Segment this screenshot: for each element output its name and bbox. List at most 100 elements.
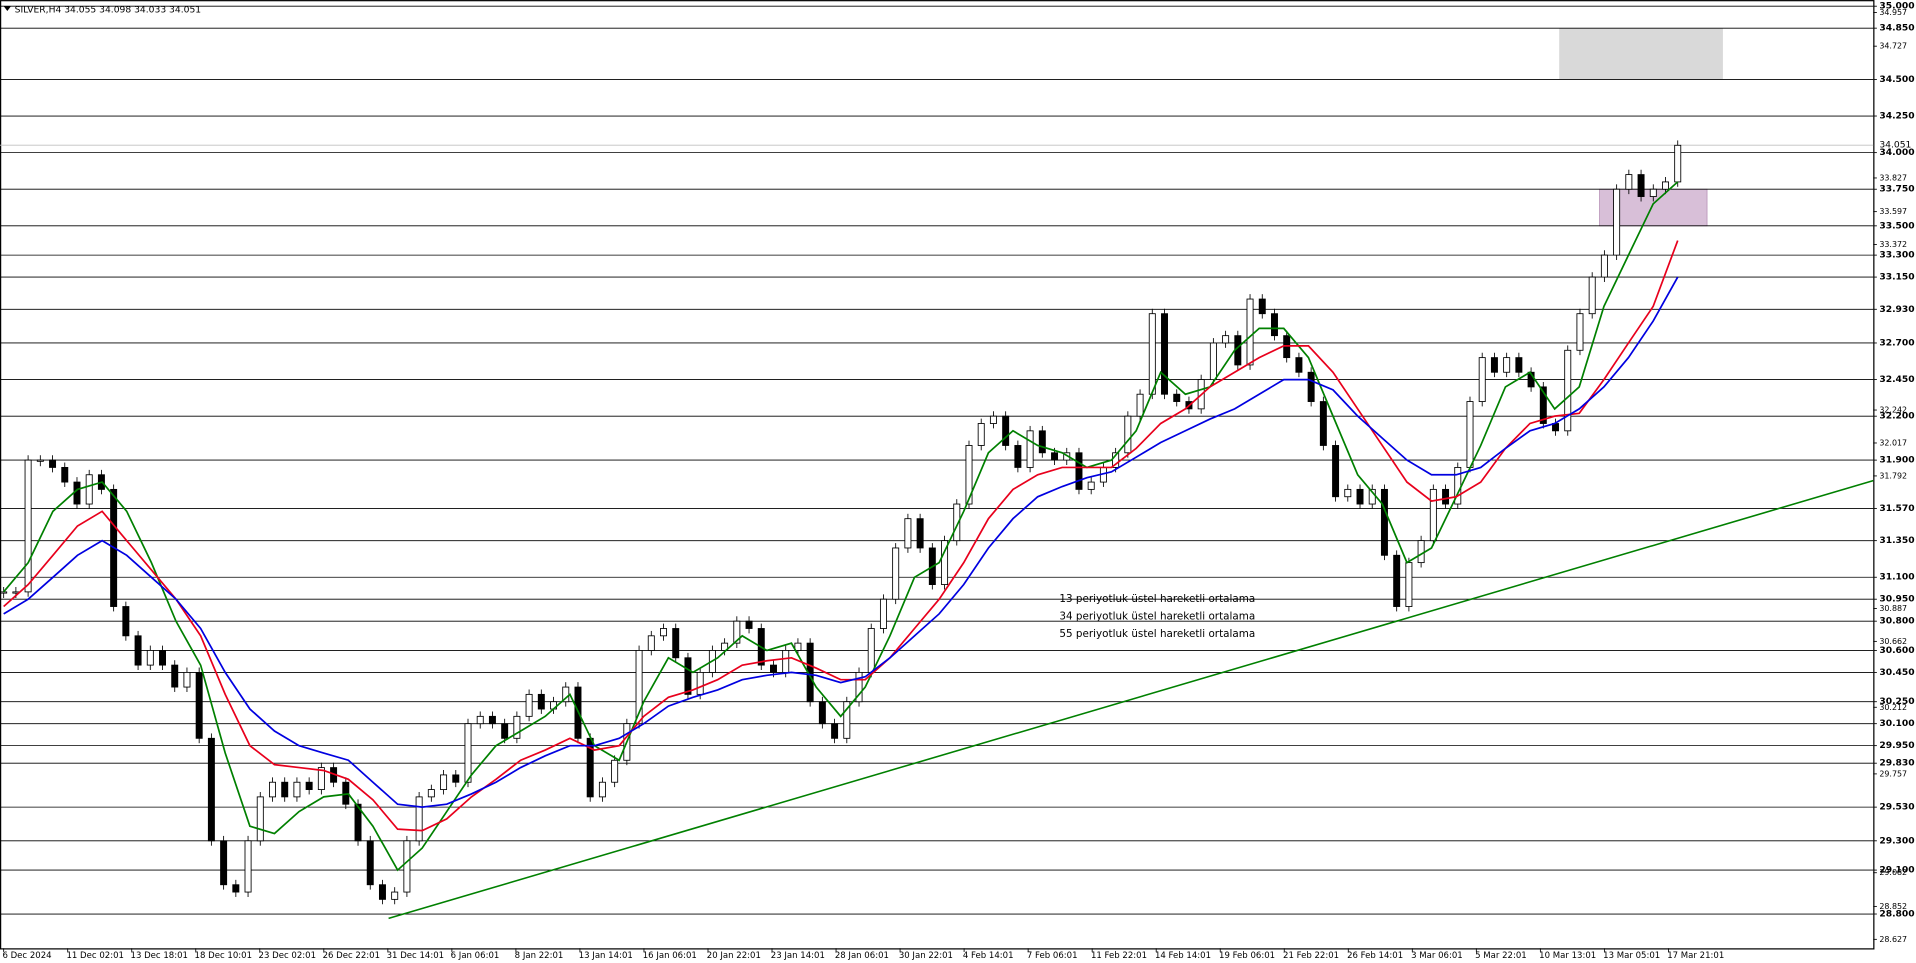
y-tick-label: 32.242 <box>1879 406 1907 415</box>
candle <box>770 664 777 673</box>
level-label: 30.600 <box>1879 645 1914 656</box>
candle <box>415 796 423 842</box>
candle <box>672 628 680 659</box>
y-tick-label: 34.727 <box>1879 42 1907 51</box>
y-tick-label: 32.017 <box>1879 438 1907 447</box>
x-tick-label: 13 Mar 05:01 <box>1603 951 1660 961</box>
level-label: 29.950 <box>1879 740 1914 751</box>
candle <box>1258 298 1266 315</box>
candle <box>1613 188 1621 256</box>
level-label: 34.850 <box>1879 23 1914 34</box>
last-price-label: 34.051 <box>1879 140 1911 151</box>
candle <box>1564 349 1572 432</box>
x-tick-label: 8 Jan 22:01 <box>515 951 564 961</box>
candle <box>403 840 411 893</box>
candle <box>1625 174 1633 190</box>
candle <box>1576 313 1584 351</box>
candle <box>1051 452 1059 461</box>
candle <box>611 759 619 783</box>
x-tick-label: 26 Feb 14:01 <box>1347 951 1403 961</box>
candle <box>440 774 448 790</box>
x-tick-label: 21 Feb 22:01 <box>1283 951 1339 961</box>
x-tick-label: 17 Mar 21:01 <box>1667 951 1724 961</box>
candle <box>818 701 826 725</box>
x-tick-label: 19 Feb 06:01 <box>1219 951 1275 961</box>
chart-title: SILVER,H4 34.055 34.098 34.033 34.051 <box>15 4 201 15</box>
trendline <box>388 479 1874 920</box>
candle <box>1332 445 1340 498</box>
level-label: 30.100 <box>1879 718 1914 729</box>
candle <box>696 671 704 695</box>
candle <box>1417 540 1425 564</box>
candle <box>61 467 69 483</box>
level-label: 28.800 <box>1879 909 1914 920</box>
candle <box>49 459 57 468</box>
x-tick-label: 26 Dec 22:01 <box>323 951 380 961</box>
level-label: 34.500 <box>1879 74 1914 85</box>
y-tick-label: 33.597 <box>1879 207 1907 216</box>
x-tick-label: 13 Dec 18:01 <box>131 951 188 961</box>
candle <box>1478 357 1486 402</box>
y-tick-label: 28.627 <box>1879 935 1907 944</box>
candle <box>171 664 179 688</box>
x-tick-label: 23 Dec 02:01 <box>259 951 316 961</box>
candle <box>1026 430 1034 468</box>
candle <box>220 840 228 886</box>
candle <box>366 840 374 886</box>
x-tick-label: 11 Dec 02:01 <box>66 951 123 961</box>
level-label: 32.200 <box>1879 411 1914 422</box>
candle <box>1319 401 1327 446</box>
menu-arrow <box>3 6 11 12</box>
level-label: 34.250 <box>1879 111 1914 122</box>
candle <box>989 415 997 424</box>
candle <box>916 518 924 549</box>
candle <box>953 503 961 542</box>
candle <box>1124 415 1132 454</box>
zone <box>1559 28 1723 80</box>
candle <box>427 789 435 798</box>
candle <box>85 474 93 505</box>
candle <box>537 693 545 710</box>
candle <box>207 737 215 842</box>
candle <box>293 781 301 798</box>
y-tick-label: 34.957 <box>1879 8 1907 17</box>
candle <box>1136 393 1144 417</box>
level-label: 31.570 <box>1879 503 1914 514</box>
level-label: 30.250 <box>1879 696 1914 707</box>
candle <box>855 671 863 703</box>
x-tick-label: 30 Jan 22:01 <box>899 951 953 961</box>
candle <box>1490 357 1498 373</box>
candle <box>1649 188 1657 197</box>
candle <box>122 606 130 637</box>
candle <box>256 796 264 842</box>
candle <box>1515 357 1523 373</box>
candle <box>1539 386 1547 424</box>
y-tick-label: 29.757 <box>1879 769 1907 778</box>
candle <box>73 481 81 505</box>
candle <box>635 650 643 725</box>
candle <box>782 650 790 673</box>
x-tick-label: 11 Feb 22:01 <box>1091 951 1147 961</box>
candle <box>1307 371 1315 402</box>
candle <box>269 781 276 798</box>
candle <box>1356 488 1364 505</box>
candle <box>281 781 289 798</box>
level-label: 32.930 <box>1879 304 1914 315</box>
ema-line <box>3 181 1679 872</box>
candle <box>941 540 949 585</box>
candle <box>488 715 496 725</box>
candle <box>733 620 741 644</box>
y-tick-label: 30.887 <box>1879 604 1907 613</box>
candle <box>159 650 167 666</box>
x-tick-label: 5 Mar 22:01 <box>1475 951 1527 961</box>
candle <box>1662 181 1669 190</box>
candle <box>977 423 985 446</box>
x-tick-label: 7 Feb 06:01 <box>1027 951 1078 961</box>
candle <box>391 891 399 900</box>
candle <box>501 723 509 739</box>
candle <box>1466 401 1474 468</box>
candle <box>24 459 32 593</box>
ema-line <box>3 276 1679 809</box>
candle <box>1075 452 1083 490</box>
